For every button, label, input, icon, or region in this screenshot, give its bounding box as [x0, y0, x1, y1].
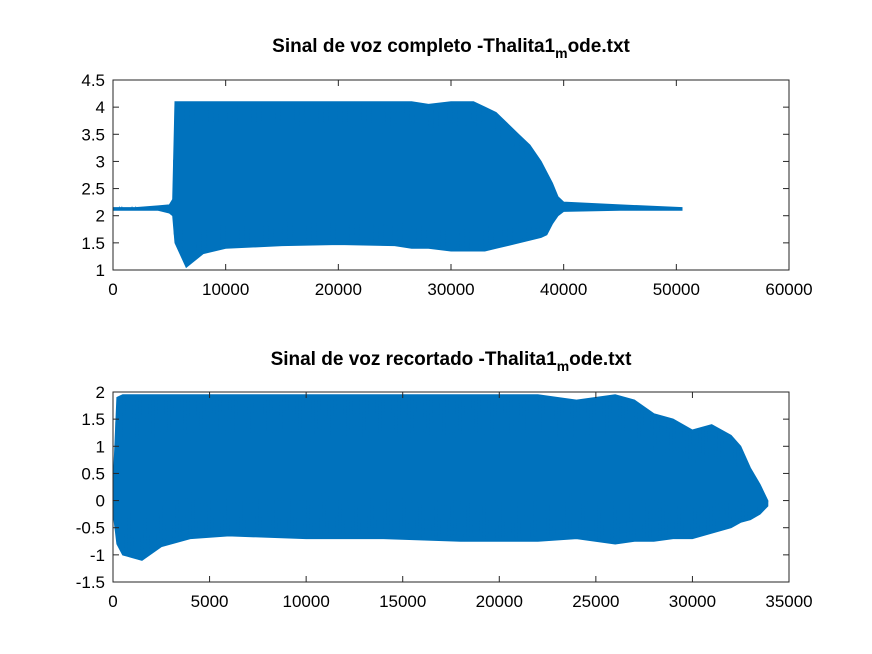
y-tick-label: 1.5 [81, 234, 105, 253]
x-tick-label: 10000 [202, 280, 249, 299]
y-tick-label: 1 [96, 261, 105, 280]
y-tick-label: 2 [96, 207, 105, 226]
chart-title: Sinal de voz completo -Thalita1mode.txt [272, 36, 630, 61]
x-tick-label: 40000 [540, 280, 587, 299]
x-tick-label: 25000 [572, 592, 619, 611]
x-tick-label: 20000 [315, 280, 362, 299]
y-tick-label: -1 [90, 546, 105, 565]
y-tick-label: 4.5 [81, 71, 105, 90]
y-tick-label: 3.5 [81, 125, 105, 144]
y-tick-label: 4 [96, 98, 105, 117]
x-tick-label: 30000 [427, 280, 474, 299]
x-tick-label: 50000 [653, 280, 700, 299]
axes-box [112, 79, 790, 271]
y-tick-label: 1 [96, 437, 105, 456]
y-tick-label: 0 [96, 492, 105, 511]
plot-layer [112, 394, 769, 561]
y-tick-label: 2.5 [81, 180, 105, 199]
x-tick-label: 35000 [765, 592, 812, 611]
x-tick-label: 30000 [669, 592, 716, 611]
y-tick-label: 1.5 [81, 410, 105, 429]
x-tick-label: 60000 [765, 280, 812, 299]
x-tick-label: 20000 [476, 592, 523, 611]
y-tick-label: -1.5 [76, 573, 105, 592]
chart-title: Sinal de voz recortado -Thalita1mode.txt [271, 349, 633, 374]
tick-layer: 0 10000 20000 30000 40000 50000 60000 1 1.5 2 2.5 3… [81, 71, 812, 299]
x-tick-label: 10000 [283, 592, 330, 611]
x-tick-label: 15000 [379, 592, 426, 611]
y-tick-label: 2 [96, 383, 105, 402]
y-tick-label: -0.5 [76, 519, 105, 538]
x-tick-label: 0 [108, 592, 117, 611]
x-tick-label: 5000 [191, 592, 229, 611]
plot-layer [112, 101, 683, 269]
x-tick-label: 0 [108, 280, 117, 299]
series-line [112, 394, 769, 559]
series-line [112, 101, 683, 264]
chart-complete-signal: Sinal de voz completo -Thalita1mode.txt … [81, 36, 812, 299]
y-tick-label: 0.5 [81, 464, 105, 483]
y-tick-label: 3 [96, 152, 105, 171]
chart-cropped-signal: Sinal de voz recortado -Thalita1mode.txt… [76, 349, 813, 611]
tick-layer: 0 5000 10000 15000 20000 25000 30000 35000 -1.5 -… [76, 383, 813, 611]
axes-box [112, 391, 790, 583]
